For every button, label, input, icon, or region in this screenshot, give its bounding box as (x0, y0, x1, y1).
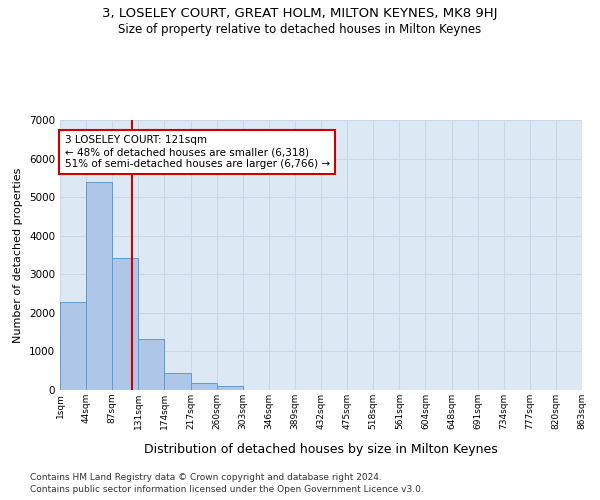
Bar (139, 338, 164, 390)
Text: Contains public sector information licensed under the Open Government Licence v3: Contains public sector information licen… (30, 485, 424, 494)
Bar (191, 384, 217, 390)
Text: Contains HM Land Registry data © Crown copyright and database right 2024.: Contains HM Land Registry data © Crown c… (30, 472, 382, 482)
Text: Size of property relative to detached houses in Milton Keynes: Size of property relative to detached ho… (118, 22, 482, 36)
Bar (86, 182, 112, 390)
Bar (164, 374, 191, 390)
Text: 3, LOSELEY COURT, GREAT HOLM, MILTON KEYNES, MK8 9HJ: 3, LOSELEY COURT, GREAT HOLM, MILTON KEY… (102, 8, 498, 20)
Bar (112, 258, 139, 390)
Text: Distribution of detached houses by size in Milton Keynes: Distribution of detached houses by size … (144, 442, 498, 456)
Y-axis label: Number of detached properties: Number of detached properties (13, 168, 23, 342)
Text: 3 LOSELEY COURT: 121sqm
← 48% of detached houses are smaller (6,318)
51% of semi: 3 LOSELEY COURT: 121sqm ← 48% of detache… (65, 136, 330, 168)
Bar (60, 302, 86, 390)
Bar (217, 386, 243, 390)
